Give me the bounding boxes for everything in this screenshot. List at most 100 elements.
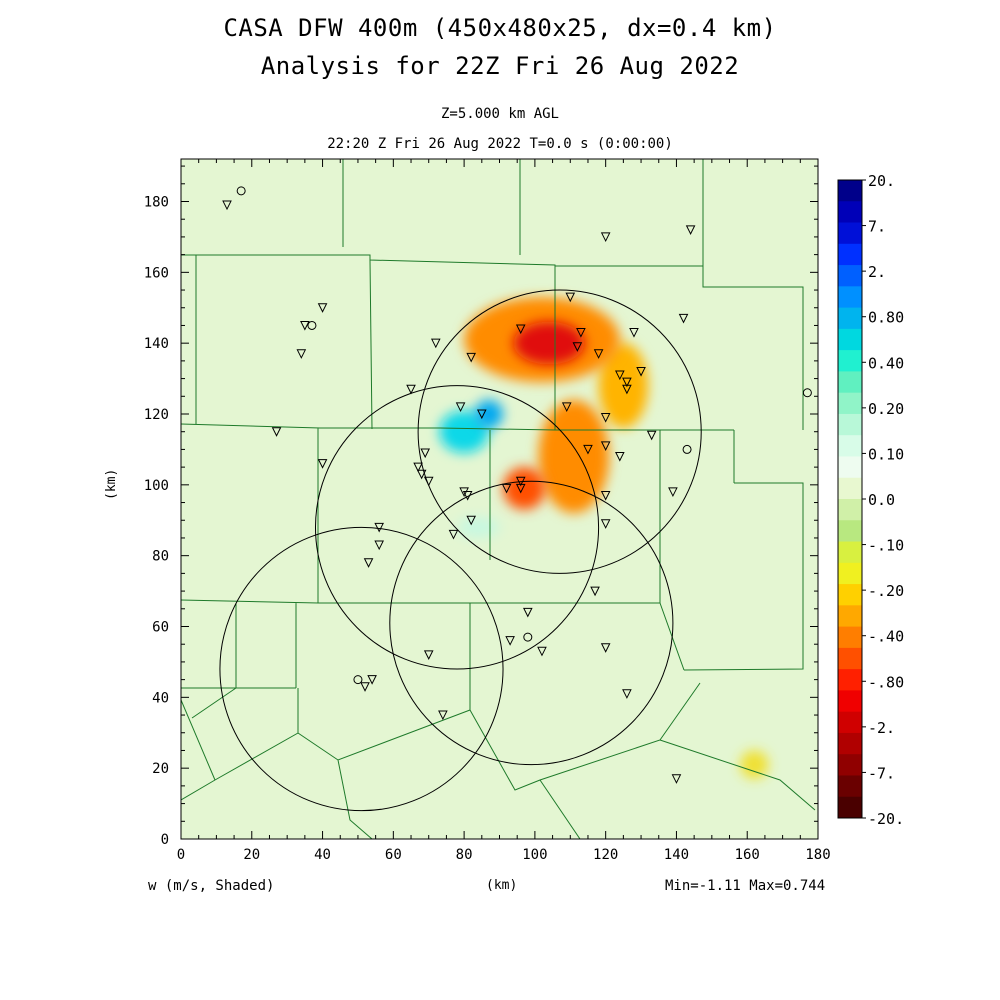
- station-triangle-29: [423, 476, 434, 487]
- range-ring-3: [389, 480, 674, 766]
- colorbar: 20. 7. 2. 0.80 0.40 0.20 0.10 0.0 -.10 -.20 -.40 -.…: [837, 172, 904, 828]
- station-triangle-54: [367, 675, 377, 685]
- station-triangle-2: [685, 225, 696, 235]
- colorbar-label-3: 0.80: [868, 309, 904, 327]
- y-tick-label-140: 140: [144, 336, 169, 352]
- x-tick-label-120: 120: [593, 847, 618, 863]
- station-triangle-22: [476, 409, 487, 420]
- colorbar-swatch-7: [838, 328, 862, 351]
- radar-range-rings: [219, 289, 702, 812]
- downdraft-region-1: [740, 750, 769, 779]
- colorbar-swatch-2: [838, 222, 862, 245]
- x-axis-label: (km): [486, 878, 518, 893]
- station-circle-3: [682, 444, 692, 454]
- colorbar-label-11: -.80: [868, 673, 904, 691]
- colorbar-swatch-6: [838, 307, 862, 330]
- colorbar-label-12: -2.: [868, 719, 895, 737]
- station-triangle-57: [671, 774, 682, 784]
- station-triangle-33: [501, 483, 512, 494]
- y-tick-label-0: 0: [161, 832, 169, 848]
- station-triangle-41: [600, 519, 611, 529]
- station-triangle-10: [629, 328, 639, 338]
- station-triangle-43: [374, 540, 384, 551]
- colorbar-swatch-17: [838, 541, 862, 564]
- station-triangle-17: [622, 377, 632, 388]
- colorbar-label-0: 20.: [868, 172, 895, 190]
- colorbar-swatch-22: [838, 647, 862, 670]
- range-ring-1: [417, 289, 702, 574]
- x-tick-label-80: 80: [456, 847, 473, 863]
- station-triangle-35: [515, 476, 526, 487]
- station-triangle-46: [466, 515, 476, 526]
- colorbar-swatch-11: [838, 413, 862, 436]
- station-triangle-6: [515, 324, 526, 335]
- y-tick-label-180: 180: [144, 195, 169, 211]
- x-tick-label-60: 60: [385, 847, 402, 863]
- station-circle-0: [236, 186, 246, 196]
- x-tick-label-100: 100: [522, 847, 547, 863]
- colorbar-swatch-21: [838, 626, 862, 649]
- colorbar-swatch-16: [838, 520, 862, 543]
- station-circle-5: [353, 675, 363, 685]
- colorbar-swatch-3: [838, 243, 862, 266]
- station-triangle-20: [600, 413, 611, 423]
- station-triangle-39: [668, 487, 678, 498]
- plot-background: [181, 159, 818, 839]
- downdraft-region-5: [538, 399, 610, 514]
- chart-title: CASA DFW 400m (450x480x25, dx=0.4 km): [223, 14, 777, 42]
- station-triangle-45: [448, 529, 459, 540]
- colorbar-swatch-9: [838, 371, 862, 394]
- range-ring-2: [314, 385, 600, 670]
- colorbar-label-14: -20.: [868, 810, 904, 828]
- station-triangle-30: [420, 448, 430, 459]
- station-triangle-56: [622, 689, 632, 699]
- station-triangle-15: [406, 384, 416, 395]
- updraft-region-0: [457, 516, 500, 538]
- station-triangle-21: [455, 402, 466, 413]
- x-tick-label-160: 160: [735, 847, 760, 863]
- y-tick-label-160: 160: [144, 265, 169, 281]
- station-triangle-27: [413, 462, 423, 473]
- station-triangle-53: [360, 682, 370, 692]
- station-markers: [222, 186, 812, 784]
- station-triangle-55: [438, 710, 448, 721]
- colorbar-swatch-18: [838, 562, 862, 585]
- station-triangle-8: [572, 342, 583, 352]
- station-triangle-0: [222, 200, 232, 211]
- updraft-region-3: [439, 410, 489, 453]
- x-tick-label-20: 20: [243, 847, 260, 863]
- colorbar-swatch-28: [838, 775, 862, 798]
- colorbar-swatch-1: [838, 201, 862, 224]
- station-triangle-26: [317, 459, 328, 469]
- station-circle-1: [307, 320, 317, 330]
- x-tick-label-180: 180: [805, 847, 830, 863]
- station-triangle-3: [565, 292, 576, 303]
- colorbar-swatch-5: [838, 286, 862, 309]
- station-triangle-24: [678, 313, 689, 324]
- station-triangle-44: [363, 558, 374, 568]
- colorbar-swatch-26: [838, 732, 862, 755]
- colorbar-swatch-15: [838, 499, 862, 521]
- x-tick-label-40: 40: [314, 847, 331, 863]
- updraft-region-6: [474, 399, 504, 429]
- colorbar-label-7: 0.0: [868, 491, 895, 509]
- colorbar-swatch-10: [838, 392, 862, 415]
- variable-label: w (m/s, Shaded): [148, 878, 275, 894]
- colorbar-label-13: -7.: [868, 764, 895, 782]
- station-triangle-28: [416, 469, 427, 480]
- colorbar-swatch-24: [838, 690, 862, 713]
- colorbar-label-1: 7.: [868, 218, 886, 236]
- y-tick-label-20: 20: [152, 761, 169, 777]
- colorbar-swatch-0: [838, 180, 862, 202]
- w-field-shading: [439, 297, 769, 779]
- station-triangle-13: [466, 352, 476, 363]
- station-triangle-23: [271, 427, 282, 437]
- station-triangle-7: [300, 320, 310, 331]
- station-circle-2: [802, 388, 812, 398]
- station-triangle-1: [600, 232, 611, 243]
- time-label: 22:20 Z Fri 26 Aug 2022 T=0.0 s (0:00:00…: [327, 136, 673, 152]
- station-triangle-32: [462, 490, 473, 501]
- axes: 0 20 40 60 80 100 120 140 160 180 0 20 40 60 80 100 120 1…: [144, 159, 831, 863]
- station-triangle-37: [600, 441, 611, 451]
